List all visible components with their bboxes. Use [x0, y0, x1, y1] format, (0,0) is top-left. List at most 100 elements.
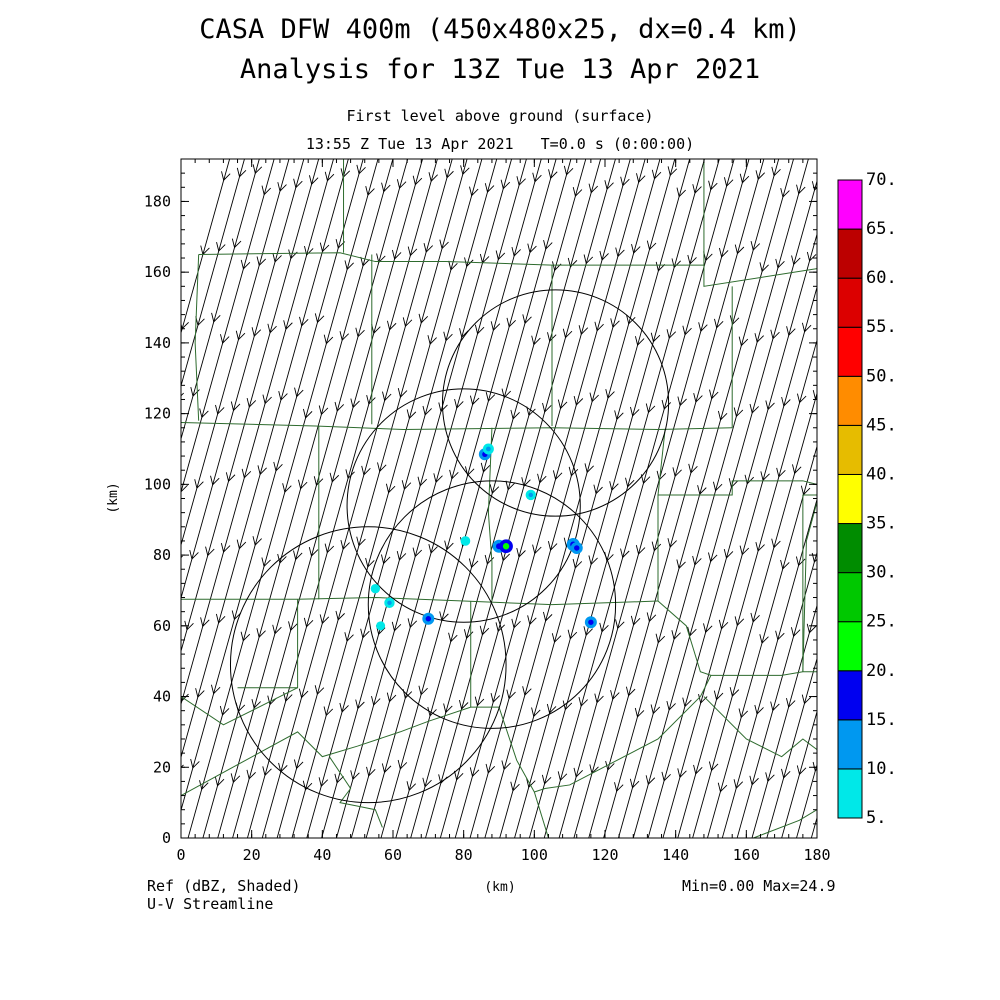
- streamline-arrowhead: [200, 617, 210, 628]
- y-tick-label: 60: [153, 617, 171, 635]
- streamline-arrowhead: [818, 691, 827, 700]
- streamline-arrowhead: [489, 484, 500, 495]
- streamline-arrowhead: [385, 483, 396, 494]
- streamline-arrowhead: [541, 774, 552, 785]
- streamline-arrowhead: [573, 767, 583, 778]
- streamlines: [113, 159, 992, 838]
- streamline-arrowhead: [428, 544, 438, 554]
- streamline-arrowhead: [361, 465, 371, 476]
- streamline-arrowhead: [983, 260, 992, 269]
- streamline-arrowhead: [781, 768, 791, 779]
- streamline-arrowhead: [256, 256, 267, 267]
- colorbar-label: 65.: [866, 219, 897, 239]
- streamline-arrowhead: [449, 469, 459, 480]
- streamline-arrowhead: [350, 398, 360, 409]
- streamline-arrowhead: [739, 545, 750, 556]
- streamline-arrowhead: [423, 242, 434, 253]
- streamline-arrowhead: [771, 538, 781, 549]
- streamline-arrowhead: [355, 699, 365, 710]
- streamline-arrowhead: [614, 410, 624, 421]
- streamline-arrowhead: [646, 612, 657, 623]
- streamline-arrowhead: [749, 403, 759, 414]
- streamline-arrowhead: [875, 539, 884, 548]
- x-tick-label: 0: [176, 846, 185, 864]
- streamline-arrowhead: [469, 395, 480, 406]
- streamline-arrowhead: [339, 331, 349, 342]
- streamline-arrowhead: [397, 759, 408, 770]
- streamline-arrowhead: [406, 409, 417, 420]
- streamline-arrowhead: [113, 613, 122, 622]
- streamline-arrowhead: [448, 632, 458, 643]
- streamline-arrowhead: [235, 330, 246, 341]
- streamline-arrowhead: [594, 693, 604, 704]
- streamline-arrowhead: [474, 324, 485, 335]
- streamline-arrowhead: [302, 408, 313, 419]
- streamline-arrowhead: [677, 396, 687, 407]
- streamline: [336, 159, 527, 838]
- streamline-arrowhead: [933, 387, 942, 396]
- streamline-arrowhead: [318, 405, 329, 416]
- streamline-arrowhead: [567, 629, 578, 640]
- x-tick-label: 60: [384, 846, 402, 864]
- streamline-arrowhead: [376, 253, 386, 264]
- streamline-arrowhead: [692, 555, 702, 566]
- y-tick-label: 140: [144, 334, 171, 352]
- streamline-arrowhead: [593, 484, 603, 495]
- colorbar-label: 70.: [866, 170, 897, 190]
- streamline-arrowhead: [154, 465, 163, 474]
- streamline-arrowhead: [891, 536, 900, 545]
- colorbar-label: 35.: [866, 514, 897, 534]
- streamline-arrowhead: [796, 393, 807, 404]
- streamline-arrowhead: [143, 769, 152, 778]
- streamline-arrowhead: [655, 633, 666, 644]
- streamline-arrowhead: [386, 320, 397, 331]
- streamline-arrowhead: [220, 543, 231, 553]
- streamline-arrowhead: [501, 388, 512, 399]
- streamline-arrowhead: [407, 246, 418, 257]
- streamline-arrowhead: [599, 250, 609, 261]
- streamline-arrowhead: [527, 243, 537, 254]
- streamline: [558, 159, 750, 838]
- streamline-arrowhead: [542, 611, 553, 622]
- streamline-arrowhead: [195, 688, 205, 698]
- streamline-arrowhead: [526, 778, 536, 789]
- streamline: [232, 159, 424, 838]
- streamline-arrowhead: [916, 182, 925, 191]
- streamline-arrowhead: [267, 323, 277, 334]
- echo-core: [486, 446, 491, 452]
- streamline-arrowhead: [412, 175, 423, 186]
- streamline-arrowhead: [938, 316, 947, 325]
- streamline-arrowhead: [974, 239, 983, 248]
- streamline-arrowhead: [693, 764, 703, 775]
- streamline-arrowhead: [277, 553, 287, 564]
- streamline-arrowhead: [738, 708, 749, 719]
- streamline-arrowhead: [277, 182, 287, 192]
- streamline-arrowhead: [215, 404, 225, 415]
- streamline-arrowhead: [230, 401, 241, 412]
- y-tick-label: 120: [144, 405, 171, 423]
- streamline-arrowhead: [631, 243, 641, 254]
- streamline-arrowhead: [444, 540, 454, 551]
- streamline-arrowhead: [667, 538, 677, 548]
- streamline-arrowhead: [278, 391, 288, 401]
- streamline-arrowhead: [780, 559, 790, 570]
- streamline-arrowhead: [562, 328, 573, 339]
- county-boundary: [802, 501, 817, 672]
- streamline-arrowhead: [635, 544, 646, 555]
- streamline-arrowhead: [231, 610, 242, 621]
- streamline-arrowhead: [759, 634, 769, 645]
- streamline-arrowhead: [620, 548, 630, 559]
- streamline: [528, 159, 720, 838]
- streamline-arrowhead: [645, 403, 656, 414]
- streamline-arrowhead: [190, 758, 200, 769]
- x-tick-label: 80: [455, 846, 473, 864]
- streamline-arrowhead: [261, 557, 271, 568]
- streamline-arrowhead: [464, 466, 475, 477]
- streamline-arrowhead: [443, 331, 453, 342]
- streamline-arrowhead: [531, 707, 541, 718]
- streamline-arrowhead: [744, 474, 755, 485]
- streamline-arrowhead: [391, 621, 402, 632]
- streamline-arrowhead: [240, 631, 251, 642]
- county-boundary: [498, 696, 701, 793]
- reflectivity-echoes: [370, 443, 597, 631]
